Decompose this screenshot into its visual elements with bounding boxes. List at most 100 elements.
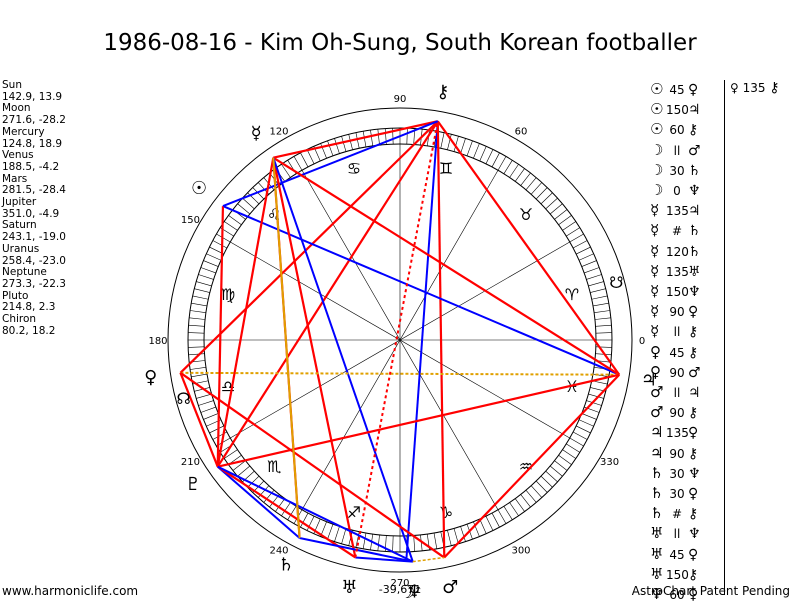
- aspect-planet-b: ♃: [688, 385, 701, 402]
- degree-tick: [209, 425, 224, 434]
- planet-position-list: Sun 142.9, 13.9 Moon 271.6, -28.2 Mercury 124…: [2, 79, 66, 337]
- degree-tick: [377, 129, 380, 146]
- degree-tick: [370, 130, 374, 146]
- aspect-planet-a: ♃: [650, 423, 664, 442]
- degree-tick: [595, 332, 612, 334]
- aspect-planet-a: ☿: [650, 221, 660, 240]
- aspect-line: [443, 373, 621, 559]
- degree-tick: [206, 253, 222, 261]
- degree-tick: [485, 149, 494, 164]
- aspect-planet-b: ♆: [688, 526, 701, 543]
- aspect-row: ♅ ll ♆: [650, 524, 701, 544]
- sign-spoke: [230, 241, 570, 439]
- degree-tick: [509, 164, 519, 178]
- aspect-symbol: ll: [673, 386, 681, 401]
- aspect-line: [272, 157, 414, 562]
- aspect-line: [217, 465, 301, 539]
- degree-tick: [588, 281, 604, 287]
- aspect-symbol: ll: [673, 143, 681, 158]
- aspect-planet-a: ☉: [650, 100, 664, 119]
- aspect-symbol: 30: [669, 466, 685, 481]
- degree-tick: [535, 480, 548, 493]
- degree-tick: [275, 498, 286, 512]
- aspect-planet-a: ♂: [650, 403, 664, 422]
- degree-tick: [293, 156, 303, 171]
- aspect-line: [405, 121, 439, 562]
- aspect-line: [216, 157, 275, 467]
- aspect-symbol: 90: [669, 305, 685, 320]
- degree-label: 90: [394, 94, 407, 105]
- aspect-planet-a: ♀: [650, 342, 661, 361]
- degree-tick: [198, 400, 214, 406]
- aspect-line: [412, 556, 445, 563]
- aspect-planet-b: ♆: [688, 465, 701, 482]
- degree-tick: [281, 502, 291, 516]
- aspect-line: [179, 372, 219, 468]
- aspect-row: ☉ 150♃: [650, 100, 701, 120]
- degree-label: 120: [269, 126, 288, 137]
- degree-tick: [203, 260, 219, 267]
- degree-tick: [586, 400, 602, 406]
- degree-tick: [545, 470, 558, 483]
- aspect-line: [273, 120, 439, 159]
- planet-chiron-icon: ⚷: [436, 82, 449, 103]
- aspect-planet-b: ♀: [688, 304, 699, 321]
- degree-tick: [196, 393, 212, 399]
- aspect-planet-a: ☉: [650, 80, 664, 98]
- aspect-symbol: 0: [673, 184, 681, 199]
- degree-tick: [447, 134, 452, 150]
- aspect-line: [354, 121, 439, 558]
- aspect-row: ☿ # ♄: [650, 221, 701, 241]
- aspect-divider: [724, 80, 725, 595]
- aspect-planet-b: ♀: [688, 82, 699, 98]
- degree-tick: [514, 498, 525, 512]
- aspect-list: ☉ 45 ♀ ☉ 150♃ ☉ 60 ⚷ ☽ ll ♂ ☽ 30 ♄ ☽ 0 ♆ ☿ 135♃ ☿ # ♄ ☿ 120♄ ☿ 13…: [650, 80, 701, 605]
- aspect-planet-b: ♄: [688, 162, 701, 179]
- zodiac-sign-icon: ♋: [347, 159, 361, 178]
- aspect-line: [272, 157, 301, 539]
- degree-tick: [591, 295, 608, 300]
- aspect-planet-b: ⚷: [688, 324, 699, 341]
- degree-tick: [460, 526, 466, 542]
- aspect-planet-a: ♂: [650, 383, 664, 402]
- planet-coords-venus: 188.5, -4.2: [2, 160, 60, 173]
- zodiac-sign-icon: ♒: [519, 457, 533, 476]
- aspect-symbol: 30: [669, 163, 685, 178]
- footer-patent-notice: AstroChart Patent Pending: [631, 584, 790, 598]
- degree-tick: [334, 138, 340, 154]
- degree-tick: [192, 295, 209, 300]
- aspect-planet-b: ⚷: [688, 344, 699, 361]
- degree-tick: [572, 431, 588, 440]
- planet-mercury-icon: ☿: [251, 123, 262, 144]
- degree-tick: [562, 221, 576, 231]
- aspect-planet-b: ♆: [688, 284, 701, 301]
- north-node-icon: ☊: [177, 389, 191, 408]
- degree-tick: [473, 521, 480, 537]
- degree-tick: [514, 168, 525, 182]
- footer-website[interactable]: www.harmoniclife.com: [2, 584, 139, 598]
- aspect-planet-a: ♆: [650, 585, 664, 604]
- planet-coords-sun: 142.9, 13.9: [2, 90, 63, 103]
- aspect-row: ♄ # ⚷: [650, 504, 701, 524]
- degree-tick: [341, 528, 347, 544]
- aspect-planet-a: ☽: [650, 181, 664, 200]
- degree-tick: [196, 281, 212, 287]
- aspect-planet-a: ☿: [650, 241, 660, 260]
- outer-ring: [167, 107, 633, 573]
- aspect-symbol: 135: [666, 426, 689, 441]
- zodiac-sign-icon: ♉: [519, 205, 533, 224]
- aspect-symbol: 150: [666, 103, 689, 118]
- degree-tick: [491, 512, 500, 528]
- degree-tick: [362, 532, 367, 549]
- aspect-line: [217, 465, 356, 559]
- planet-name-mars: Mars: [2, 172, 28, 185]
- aspect-row: ♅ 150⚷: [650, 565, 701, 585]
- degree-label: 300: [511, 546, 530, 557]
- aspect-row: ☉ 45 ♀: [650, 80, 701, 100]
- degree-tick: [433, 532, 438, 549]
- aspect-line: [217, 465, 414, 563]
- aspect-planet-b: ♀: [688, 425, 699, 442]
- planet-coords-saturn: 243.1, -19.0: [2, 231, 66, 244]
- planet-name-chiron: Chiron: [2, 313, 37, 326]
- planet-coords-pluto: 214.8, 2.3: [2, 301, 56, 314]
